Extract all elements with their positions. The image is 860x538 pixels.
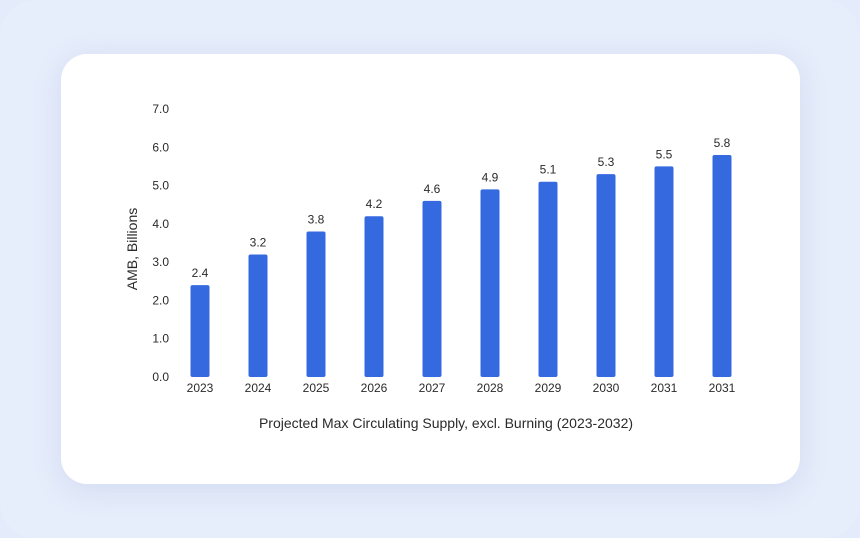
x-tick-label: 2025	[303, 381, 330, 395]
bar-value-label: 5.3	[598, 155, 615, 169]
y-tick-label: 3.0	[152, 255, 169, 269]
y-tick-label: 1.0	[152, 332, 169, 346]
y-axis-title: AMB, Billions	[124, 208, 140, 290]
y-axis-ticks: 0.0 1.0 2.0 3.0 4.0 5.0 6.0 7.0	[152, 102, 169, 384]
bar	[422, 200, 442, 377]
y-tick-label: 6.0	[152, 140, 169, 154]
x-tick-label: 2030	[593, 381, 620, 395]
x-tick-label: 2031	[709, 381, 736, 395]
bar	[596, 174, 616, 377]
bar-value-label: 3.2	[250, 235, 267, 249]
value-labels: 2.4 3.2 3.8 4.2 4.6 4.9 5.1 5.3 5.5 5.8	[192, 136, 731, 280]
y-tick-label: 2.0	[152, 293, 169, 307]
x-tick-label: 2028	[477, 381, 504, 395]
bar	[480, 189, 500, 377]
bar-value-label: 4.9	[482, 170, 499, 184]
bar-value-label: 5.8	[714, 136, 731, 150]
x-axis-title: Projected Max Circulating Supply, excl. …	[259, 415, 633, 431]
x-axis-ticks: 2023 2024 2025 2026 2027 2028 2029 2030 2031 2031	[187, 381, 736, 395]
bar	[306, 231, 326, 377]
bar-value-label: 4.6	[424, 182, 441, 196]
y-tick-label: 4.0	[152, 217, 169, 231]
bar	[364, 216, 384, 377]
bar-value-label: 5.5	[656, 147, 673, 161]
bar-value-label: 2.4	[192, 266, 209, 280]
x-tick-label: 2023	[187, 381, 214, 395]
bar	[538, 181, 558, 377]
bar	[654, 166, 674, 377]
x-tick-label: 2029	[535, 381, 562, 395]
y-tick-label: 7.0	[152, 102, 169, 116]
bar-value-label: 3.8	[308, 213, 325, 227]
y-tick-label: 0.0	[152, 370, 169, 384]
x-tick-label: 2027	[419, 381, 446, 395]
y-tick-label: 5.0	[152, 179, 169, 193]
x-tick-label: 2024	[245, 381, 272, 395]
bars	[190, 154, 732, 377]
x-tick-label: 2026	[361, 381, 388, 395]
bar-value-label: 4.2	[366, 197, 383, 211]
bar	[712, 154, 732, 377]
bar-value-label: 5.1	[540, 163, 557, 177]
bar	[248, 254, 268, 377]
x-tick-label: 2031	[651, 381, 678, 395]
bar	[190, 285, 210, 377]
